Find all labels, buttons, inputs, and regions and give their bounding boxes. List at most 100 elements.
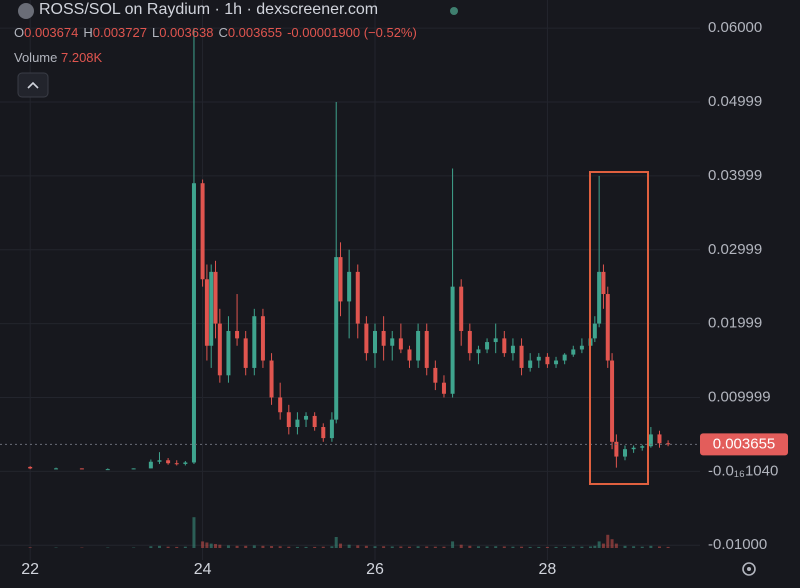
candle-body — [312, 415, 317, 428]
ohlc-value: 0.003655 — [227, 25, 283, 40]
candle-body — [217, 323, 222, 376]
volume-bar — [304, 546, 308, 548]
volume-bar — [494, 546, 498, 548]
candle-body — [571, 349, 576, 355]
volume-bar — [175, 546, 179, 548]
volume-bar — [563, 546, 567, 548]
volume-bar — [205, 542, 209, 548]
volume-bar — [252, 545, 256, 548]
settings-icon[interactable] — [742, 562, 756, 576]
candle-body — [485, 342, 490, 350]
candle-body — [329, 419, 334, 439]
volume-bar — [425, 546, 429, 548]
candle-body — [243, 338, 248, 368]
candle-body — [286, 412, 291, 428]
volume-bar — [295, 546, 299, 548]
volume-bar — [192, 517, 196, 548]
candle-body — [209, 271, 214, 346]
candle-body — [657, 434, 662, 444]
candle-body — [528, 360, 533, 368]
ohlc-value: 0.003674 — [24, 25, 79, 40]
volume-bar — [520, 546, 524, 548]
candle-body — [28, 466, 33, 469]
candle-body — [390, 338, 395, 346]
volume-bar — [593, 545, 597, 548]
candle-body — [666, 443, 671, 445]
candle-body — [640, 446, 645, 448]
candle-body — [183, 462, 188, 464]
volume-bar — [373, 546, 377, 548]
candle-body — [148, 461, 153, 469]
gear[interactable] — [742, 562, 756, 576]
candle-body — [226, 330, 231, 376]
volume-bar — [442, 546, 446, 548]
candle-body — [554, 360, 559, 365]
candle-body — [191, 183, 196, 463]
collapse-button[interactable] — [17, 72, 49, 98]
status-dot — [450, 7, 458, 15]
volume-bar — [364, 545, 368, 548]
volume-bar — [235, 545, 239, 548]
chart-title: ROSS/SOL on Raydium · 1h · dexscreener.c… — [39, 1, 379, 18]
volume-bar — [347, 544, 351, 548]
y-tick-label: 0.009999 — [708, 388, 771, 405]
candle-body — [623, 449, 627, 457]
change-value: -0.00001900 (−0.52%) — [287, 25, 417, 40]
x-tick-label: 28 — [539, 561, 557, 578]
volume-bar — [201, 541, 205, 548]
y-tick-label: -0.01000 — [708, 536, 767, 553]
y-tick-label: -0.0₁₆1040 — [708, 462, 778, 479]
volume-bar — [218, 544, 222, 548]
candle-body — [614, 441, 619, 457]
ohlc-key: H — [83, 25, 93, 40]
highlight-box — [589, 171, 649, 485]
candle-body — [424, 330, 429, 368]
candle-body — [398, 338, 403, 350]
y-tick-label: 0.02999 — [708, 241, 762, 258]
last-price-label: 0.003655 — [713, 435, 776, 452]
volume-bar — [632, 546, 636, 548]
x-tick-label: 22 — [21, 561, 39, 578]
candle-body — [304, 415, 309, 420]
plot: 0.06000 0.04999 0.03999 0.02999 0.01999 0.009… — [0, 0, 788, 578]
volume-bar — [157, 545, 161, 548]
volume-bar — [485, 546, 489, 548]
ohlc-value: 0.003727 — [92, 25, 147, 40]
volume-bar — [334, 537, 338, 548]
volume-bar — [476, 546, 480, 548]
candle-body — [610, 360, 615, 442]
candle-body — [166, 460, 171, 464]
ohlc-value: 0.003638 — [159, 25, 214, 40]
collapse-arrow[interactable] — [27, 81, 39, 89]
candle-body — [597, 271, 602, 324]
candle-body — [416, 330, 421, 361]
candle-body — [519, 345, 524, 368]
candle-body — [648, 434, 653, 447]
candle-body — [450, 286, 455, 394]
candle-body — [213, 271, 218, 324]
candle-body — [355, 271, 360, 324]
candle-body — [347, 271, 352, 302]
volume-value: 7.208K — [61, 50, 103, 65]
volume-bar — [502, 546, 506, 548]
x-tick-label: 24 — [194, 561, 212, 578]
volume-legend: Volume 7.208K — [14, 50, 102, 65]
candle-body — [174, 463, 179, 465]
candle-body — [321, 427, 326, 439]
volume-bar — [580, 546, 584, 548]
volume-bar — [244, 545, 248, 548]
volume-bar — [399, 546, 403, 548]
volume-bar — [545, 546, 549, 548]
volume-bar — [416, 546, 420, 548]
candle-body — [601, 271, 606, 295]
volume-bar — [149, 546, 153, 548]
candle-body — [441, 382, 446, 394]
volume-bar — [589, 546, 593, 548]
candle-body — [536, 356, 541, 361]
candle-body — [334, 257, 339, 420]
candle-body — [381, 330, 386, 346]
candle-body — [579, 345, 584, 350]
volume-bar — [537, 546, 541, 548]
gear-center[interactable] — [747, 567, 751, 571]
